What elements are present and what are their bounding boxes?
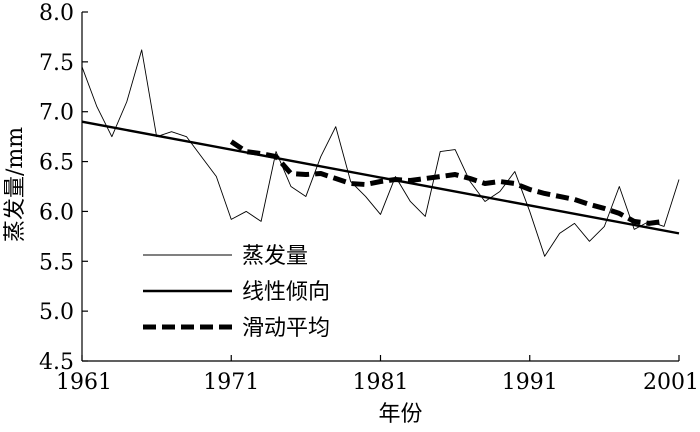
y-axis-title: 蒸发量/mm xyxy=(3,127,28,242)
x-tick-label: 1971 xyxy=(203,370,259,395)
y-tick-label: 5.0 xyxy=(39,300,74,325)
y-tick-label: 6.0 xyxy=(39,200,74,225)
x-tick-label: 1981 xyxy=(353,370,409,395)
series-layer xyxy=(81,49,680,257)
x-tick-label: 1991 xyxy=(502,370,558,395)
y-tick-label: 7.5 xyxy=(39,51,74,76)
axes: 4.5 5.0 5.5 6.0 6.5 7.0 7.5 8.0 1961 1971 1981 1991… xyxy=(3,1,699,427)
y-tick-label: 8.0 xyxy=(39,1,74,26)
series-line-2 xyxy=(229,139,665,226)
legend-label-1: 线性倾向 xyxy=(242,280,330,305)
y-tick-label: 7.0 xyxy=(39,101,74,126)
series-line-1 xyxy=(81,120,680,235)
legend-label-0: 蒸发量 xyxy=(242,244,308,269)
legend-label-2: 滑动平均 xyxy=(242,316,330,341)
x-axis-title: 年份 xyxy=(378,402,422,427)
x-tick-label: 2001 xyxy=(643,370,699,395)
y-tick-label: 5.5 xyxy=(39,250,74,275)
x-tick-label: 1961 xyxy=(56,370,112,395)
y-tick-label: 6.5 xyxy=(39,151,74,176)
series-line-0 xyxy=(81,49,680,257)
y-tick-label: 4.5 xyxy=(39,350,74,375)
